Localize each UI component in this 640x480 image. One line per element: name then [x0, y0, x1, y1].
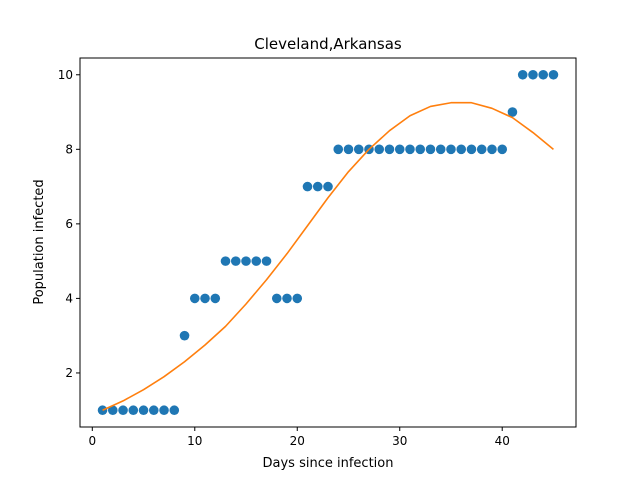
plot-frame — [79, 57, 577, 428]
scatter-point — [405, 144, 415, 155]
scatter-point — [548, 69, 559, 80]
x-axis-ticks: 0 10 20 30 40 — [88, 427, 510, 448]
scatter-point — [138, 405, 149, 416]
scatter-point — [261, 256, 272, 266]
scatter-point — [118, 405, 128, 416]
scatter-series — [97, 69, 559, 416]
scatter-point — [200, 293, 210, 304]
scatter-point — [251, 256, 262, 266]
y-tick-label: 10 — [58, 68, 73, 82]
scatter-point — [374, 144, 385, 155]
scatter-point — [435, 144, 446, 155]
x-tick-label: 20 — [290, 434, 305, 448]
scatter-point — [476, 144, 487, 155]
scatter-point — [159, 405, 169, 416]
x-axis-label: Days since infection — [263, 456, 394, 471]
scatter-point — [497, 144, 508, 155]
scatter-point — [169, 405, 180, 416]
fit-line — [102, 101, 554, 411]
scatter-point — [456, 144, 467, 155]
y-tick-label: 6 — [65, 217, 73, 231]
y-tick-label: 8 — [65, 142, 73, 156]
scatter-point — [97, 405, 108, 416]
scatter-point — [323, 181, 333, 192]
scatter-point — [384, 144, 395, 155]
chart-title: Cleveland,Arkansas — [254, 35, 402, 53]
y-tick-label: 4 — [65, 291, 73, 305]
scatter-point — [528, 69, 538, 80]
scatter-point — [302, 181, 313, 192]
scatter-point — [292, 293, 303, 304]
scatter-point — [230, 256, 241, 266]
scatter-point — [425, 144, 436, 155]
x-tick-label: 40 — [495, 434, 510, 448]
scatter-point — [343, 144, 354, 155]
scatter-point — [128, 405, 139, 416]
scatter-point — [179, 330, 190, 341]
x-tick-label: 30 — [392, 434, 407, 448]
scatter-point — [538, 69, 549, 80]
scatter-point — [189, 293, 200, 304]
scatter-point — [487, 144, 497, 155]
scatter-point — [394, 144, 405, 155]
scatter-point — [312, 181, 323, 192]
y-axis-label: Population infected — [32, 179, 47, 304]
scatter-point — [353, 144, 364, 155]
scatter-point — [220, 256, 231, 266]
scatter-point — [466, 144, 477, 155]
scatter-point — [271, 293, 282, 304]
scatter-point — [333, 144, 344, 155]
x-tick-label: 0 — [88, 434, 96, 448]
fit-line-series — [102, 101, 554, 411]
y-axis-ticks: 2 4 6 8 10 — [58, 68, 80, 380]
scatter-point — [507, 107, 518, 117]
scatter-point — [517, 69, 528, 80]
scatter-point — [107, 405, 118, 416]
y-tick-label: 2 — [65, 366, 73, 380]
x-tick-label: 10 — [187, 434, 202, 448]
scatter-point — [210, 293, 221, 304]
scatter-point — [415, 144, 426, 155]
scatter-point — [446, 144, 456, 155]
scatter-point — [282, 293, 292, 304]
scatter-point — [148, 405, 159, 416]
scatter-point — [241, 256, 251, 266]
